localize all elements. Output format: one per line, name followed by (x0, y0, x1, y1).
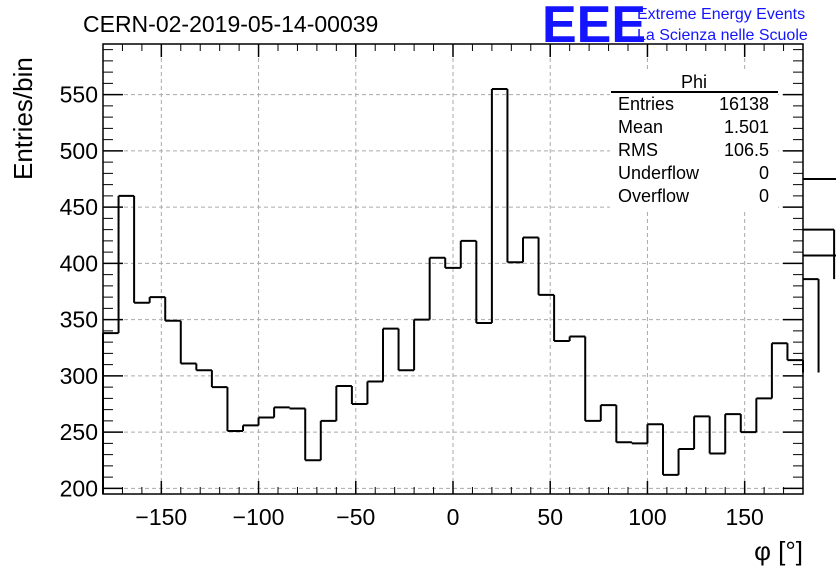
histogram-bin (304, 408, 321, 462)
x-tick-label: −150 (135, 504, 187, 530)
x-tick-label: −50 (336, 504, 375, 530)
tick-labels: −150 −100 −50 0 50 100 150 200 250 300 350 400 450 50… (60, 82, 764, 530)
histogram-bin (708, 416, 726, 455)
histogram-bin (770, 342, 788, 399)
histogram-bin (164, 297, 181, 322)
histogram-series (102, 88, 836, 494)
histogram-bin (413, 318, 430, 371)
y-axis-label: Entries/bin (8, 57, 38, 180)
stats-mean-label: Mean (618, 117, 663, 137)
histogram-bin (148, 296, 166, 303)
stats-rms-value: 106.5 (724, 140, 769, 160)
histogram-bin (242, 424, 259, 431)
histogram-bin (444, 257, 461, 269)
stats-box-bg (610, 72, 778, 210)
histogram-bin (739, 414, 757, 434)
y-tick-label: 550 (60, 82, 98, 108)
histogram-bin (273, 406, 290, 418)
histogram-bin (584, 336, 601, 422)
histogram-bin (319, 419, 337, 461)
axis-ticks (102, 44, 804, 494)
histogram-bin (475, 240, 492, 324)
x-tick-label: 0 (447, 504, 460, 530)
histogram-bin (724, 413, 741, 454)
histogram-bin (102, 332, 119, 494)
histogram-bin (615, 405, 632, 444)
logo-line-1: Extreme Energy Events (637, 6, 805, 23)
histogram-bin (646, 423, 663, 444)
histogram-bin (537, 237, 555, 296)
y-tick-label: 250 (60, 419, 98, 445)
histogram-bin (568, 335, 586, 341)
histogram-bin (553, 294, 570, 342)
histogram-bin (366, 380, 383, 404)
histogram-bin (117, 194, 135, 334)
histogram-bin (210, 370, 228, 389)
histogram-bin (803, 178, 836, 180)
histogram-bin (397, 328, 415, 372)
histogram-bin (506, 89, 523, 264)
y-tick-label: 400 (60, 250, 98, 276)
y-tick-label: 500 (60, 138, 98, 164)
stats-name: Phi (681, 72, 707, 92)
histogram-bin (786, 343, 803, 362)
histogram-bin (599, 404, 617, 421)
histogram-bin (755, 397, 772, 433)
histogram-bin (803, 278, 820, 373)
stats-overflow-label: Overflow (618, 186, 690, 206)
x-axis-label: φ [°] (754, 536, 803, 566)
stats-underflow-value: 0 (759, 163, 769, 183)
histogram-bin (459, 239, 477, 268)
x-tick-label: 150 (725, 504, 763, 530)
stats-entries-label: Entries (618, 94, 674, 114)
x-tick-label: −100 (233, 504, 285, 530)
histogram-bin (288, 407, 306, 410)
histogram-bin (803, 254, 836, 257)
stats-box: Phi Entries 16138 Mean 1.501 RMS 106.5 U… (610, 72, 778, 210)
histogram-bin (522, 236, 539, 263)
histogram-bin (677, 448, 695, 475)
y-tick-label: 350 (60, 307, 98, 333)
histogram-bin (428, 256, 446, 320)
stats-rms-label: RMS (618, 140, 658, 160)
stats-entries-value: 16138 (719, 94, 769, 114)
histogram-bin (179, 320, 197, 365)
stats-mean-value: 1.501 (724, 117, 769, 137)
histogram-bin (662, 424, 679, 476)
stats-overflow-value: 0 (759, 186, 769, 206)
histogram-bin (350, 386, 368, 405)
y-tick-label: 300 (60, 363, 98, 389)
eee-logo: EEE Extreme Energy Events La Scienza nel… (542, 0, 808, 54)
histogram-bin (630, 442, 648, 445)
histogram-bin (195, 363, 212, 372)
y-tick-label: 200 (60, 475, 98, 501)
histogram-bin (803, 228, 836, 280)
histogram-bin (226, 387, 243, 432)
histogram-bin (382, 327, 399, 382)
histogram-bin (133, 195, 150, 304)
y-tick-label: 450 (60, 194, 98, 220)
stats-underflow-label: Underflow (618, 163, 700, 183)
logo-letters: EEE (542, 0, 646, 54)
x-tick-label: 100 (628, 504, 666, 530)
histogram-bin (257, 416, 275, 426)
logo-line-2: La Scienza nelle Scuole (637, 27, 808, 44)
histogram-bin (335, 385, 352, 421)
chart-title: CERN-02-2019-05-14-00039 (83, 11, 378, 37)
histogram-bin (490, 88, 508, 323)
histogram-bin (693, 415, 710, 449)
x-tick-label: 50 (537, 504, 563, 530)
